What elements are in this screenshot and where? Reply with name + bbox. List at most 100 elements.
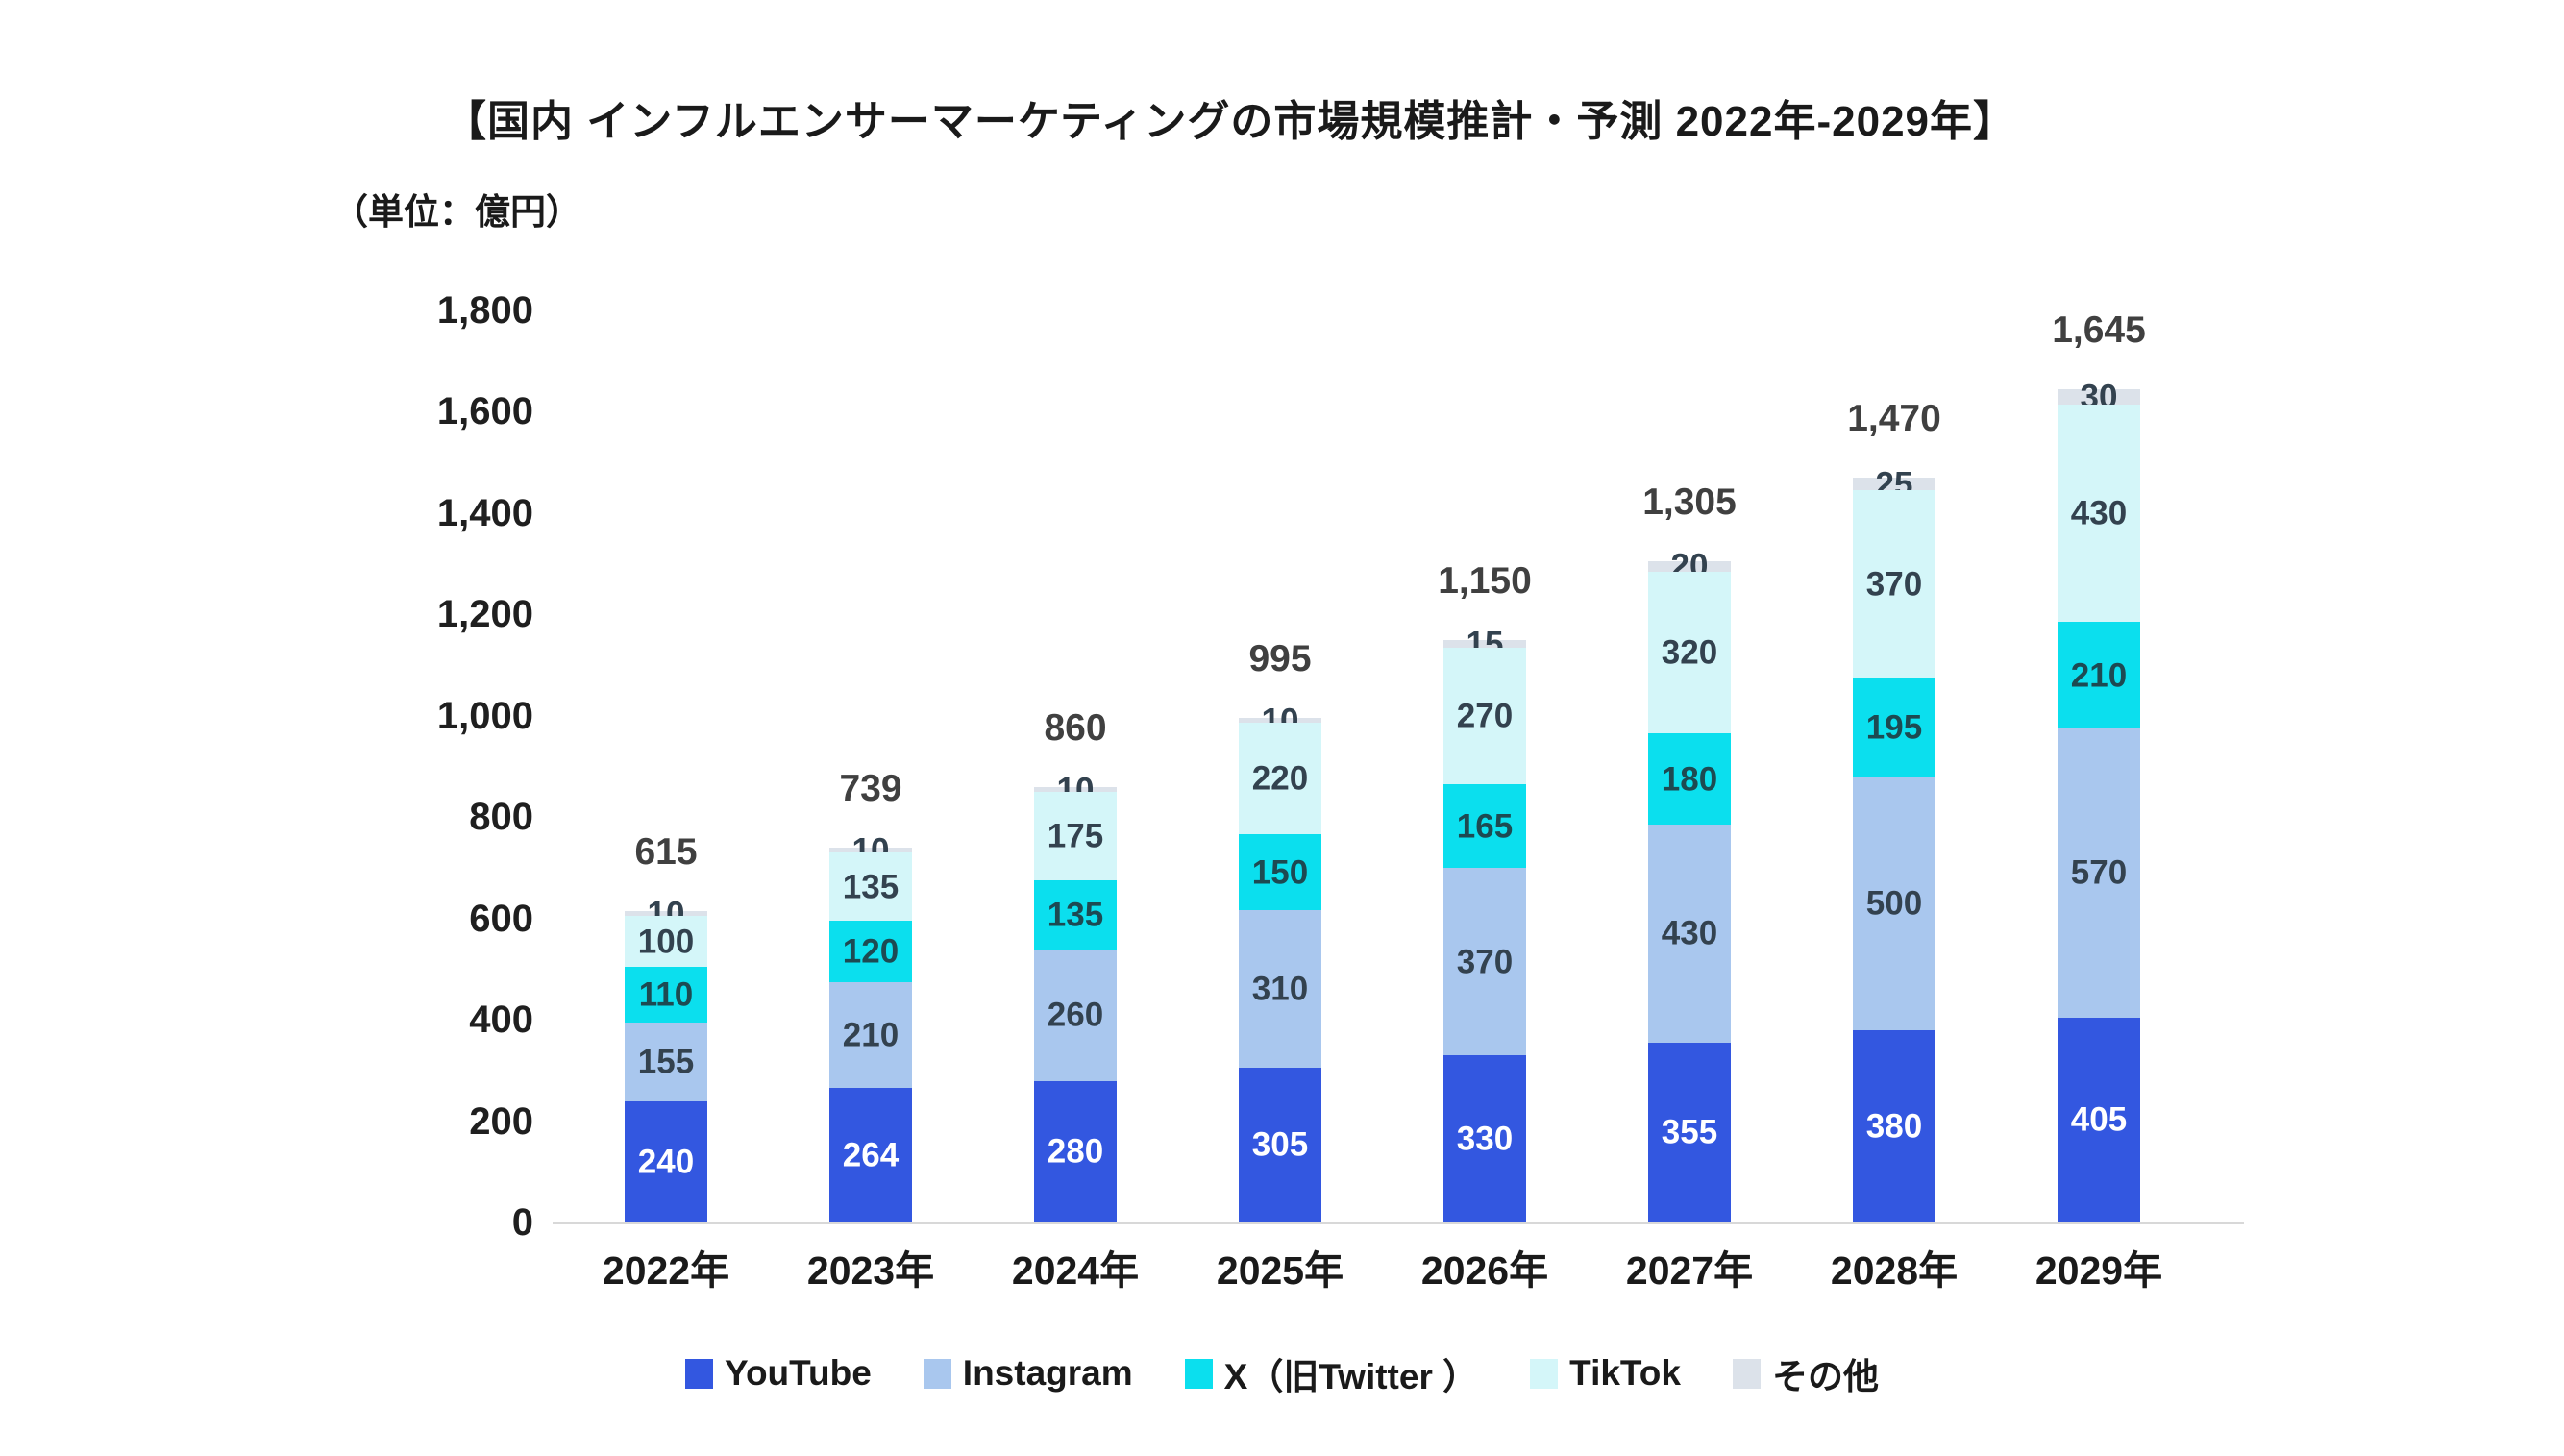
stacked-bar-2028年: 1,470 25 370 195 500 380 — [1847, 400, 1941, 1222]
bar-segment-value: 260 — [1047, 996, 1104, 1034]
unit-label: （単位：億円） — [333, 192, 581, 232]
bar-segment-value: 430 — [2070, 494, 2128, 532]
bar-segment-value: 165 — [1456, 807, 1514, 846]
bar-total-label: 1,150 — [1438, 560, 1532, 602]
bar-total-label: 739 — [839, 768, 902, 809]
x-axis-tick-label: 2024年 — [1011, 1248, 1140, 1293]
bar-segment-Instagram: 500 — [1853, 777, 1935, 1030]
legend-item-Instagram: Instagram — [923, 1353, 1133, 1394]
bar-segment-value: 220 — [1251, 759, 1309, 798]
stacked-bar-2023年: 739 10 135 120 210 264 — [829, 770, 912, 1222]
bar-segment-TikTok: 320 — [1648, 571, 1731, 734]
bar-segment-その他: 30 — [2058, 380, 2140, 413]
bar-segment-X（旧Twitter ）: 120 — [829, 921, 912, 982]
bar-segment-value: 120 — [842, 932, 900, 971]
bar-segment-Instagram: 310 — [1239, 910, 1321, 1068]
bar-segment-YouTube: 264 — [829, 1088, 912, 1222]
x-axis-tick-label: 2027年 — [1625, 1248, 1754, 1293]
bar-segment-TikTok: 100 — [625, 916, 707, 967]
stacked-bar-2025年: 995 10 220 150 310 305 — [1239, 640, 1321, 1222]
bar-segment-X（旧Twitter ）: 110 — [625, 966, 707, 1023]
bar-segment-YouTube: 380 — [1853, 1029, 1935, 1222]
x-axis-tick-label: 2023年 — [806, 1248, 935, 1293]
stacked-bar-2024年: 860 10 175 135 260 280 — [1034, 709, 1117, 1222]
y-axis-tick-label: 200 — [469, 1099, 533, 1143]
bar-segment-value: 270 — [1456, 697, 1514, 735]
bar-segment-その他: 20 — [1648, 550, 1731, 583]
bar-segment-value: 110 — [638, 975, 694, 1014]
y-axis-tick-label: 1,000 — [436, 694, 533, 737]
bar-segment-value: 430 — [1661, 914, 1718, 952]
x-axis-line — [553, 1222, 2244, 1224]
bar-segment-value: 155 — [637, 1043, 695, 1081]
bar-segment-value: 405 — [2070, 1100, 2128, 1139]
stacked-bar-2029年: 1,645 30 430 210 570 405 — [2052, 311, 2146, 1222]
legend-color-swatch — [1184, 1358, 1213, 1389]
bar-segment-value: 135 — [1047, 896, 1104, 934]
bar-segment-value: 380 — [1865, 1107, 1923, 1146]
bar-segment-value: 280 — [1047, 1132, 1104, 1171]
legend-label: Instagram — [962, 1353, 1133, 1393]
bar-segment-Instagram: 370 — [1443, 868, 1526, 1056]
bar-segment-value: 240 — [637, 1143, 695, 1181]
y-axis-tick-label: 400 — [469, 999, 533, 1042]
y-axis-tick-label: 1,600 — [436, 390, 533, 433]
bar-segment-value: 320 — [1661, 633, 1718, 672]
y-axis-tick-label: 0 — [511, 1201, 533, 1244]
bar-segment-Instagram: 260 — [1034, 949, 1117, 1081]
bar-segment-value: 210 — [842, 1016, 900, 1054]
y-axis-tick-label: 1,400 — [436, 491, 533, 534]
bar-segment-Instagram: 570 — [2058, 728, 2140, 1018]
bar-segment-value: 370 — [1865, 565, 1923, 604]
bar-segment-X（旧Twitter ）: 210 — [2058, 622, 2140, 729]
bar-total-label: 995 — [1248, 638, 1312, 679]
stacked-bar-2026年: 1,150 15 270 165 370 330 — [1438, 562, 1532, 1223]
bar-segment-X（旧Twitter ）: 165 — [1443, 784, 1526, 869]
bar-total-label: 860 — [1044, 707, 1107, 749]
x-axis-tick-label: 2029年 — [2034, 1248, 2163, 1293]
stacked-bar-2027年: 1,305 20 320 180 430 355 — [1642, 483, 1737, 1222]
bar-segment-YouTube: 240 — [625, 1100, 707, 1222]
bar-segment-X（旧Twitter ）: 195 — [1853, 678, 1935, 777]
y-axis-tick-label: 1,200 — [436, 593, 533, 636]
bar-segment-YouTube: 305 — [1239, 1067, 1321, 1222]
bar-segment-value: 570 — [2070, 853, 2128, 892]
bar-segment-value: 100 — [637, 923, 695, 961]
bar-segment-TikTok: 270 — [1443, 647, 1526, 785]
legend-label: TikTok — [1569, 1353, 1681, 1393]
bar-segment-その他: 25 — [1853, 467, 1935, 501]
y-axis-tick-label: 600 — [469, 897, 533, 940]
legend-item-YouTube: YouTube — [685, 1353, 872, 1394]
legend-color-swatch — [1732, 1358, 1761, 1389]
bar-segment-Instagram: 155 — [625, 1022, 707, 1101]
bar-segment-value: 310 — [1251, 970, 1309, 1008]
legend-color-swatch — [1530, 1358, 1559, 1389]
legend-label: YouTube — [725, 1353, 872, 1393]
bar-segment-その他: 15 — [1443, 627, 1526, 660]
bar-segment-YouTube: 405 — [2058, 1017, 2140, 1222]
bar-segment-Instagram: 430 — [1648, 825, 1731, 1043]
bar-total-label: 1,470 — [1847, 398, 1941, 439]
bar-segment-value: 135 — [842, 868, 900, 906]
x-axis-tick-label: 2028年 — [1830, 1248, 1959, 1293]
bar-segment-value: 330 — [1456, 1120, 1514, 1158]
bar-segment-Instagram: 210 — [829, 981, 912, 1089]
bar-segment-value: 264 — [842, 1136, 900, 1174]
legend-item-その他: その他 — [1732, 1347, 1879, 1399]
legend-item-TikTok: TikTok — [1530, 1353, 1681, 1394]
bar-segment-value: 180 — [1661, 760, 1718, 799]
x-axis-tick-label: 2022年 — [602, 1248, 730, 1293]
chart-legend: YouTube Instagram X（旧Twitter ） TikTok その他 — [0, 1347, 2564, 1399]
legend-color-swatch — [685, 1358, 714, 1389]
bar-segment-TikTok: 430 — [2058, 404, 2140, 623]
y-axis-tick-label: 800 — [469, 796, 533, 839]
legend-item-X（旧Twitter ）: X（旧Twitter ） — [1184, 1347, 1478, 1399]
legend-color-swatch — [923, 1358, 951, 1389]
bar-segment-YouTube: 330 — [1443, 1055, 1526, 1223]
bar-segment-YouTube: 355 — [1648, 1042, 1731, 1222]
x-axis-tick-label: 2025年 — [1216, 1248, 1344, 1293]
bar-segment-value: 305 — [1251, 1125, 1309, 1164]
stacked-bar-2022年: 615 10 100 110 155 240 — [625, 833, 707, 1222]
